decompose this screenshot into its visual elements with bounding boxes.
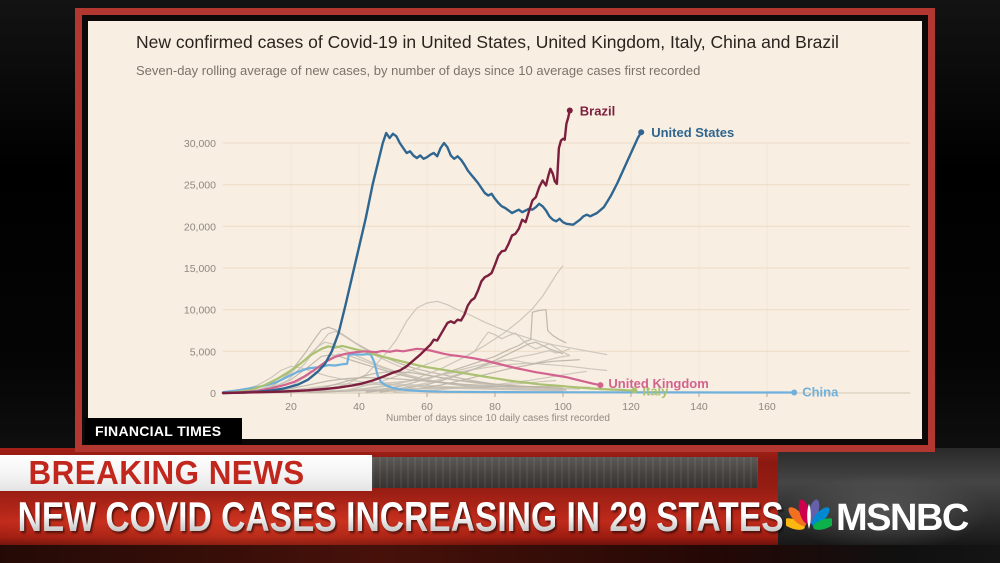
svg-text:10,000: 10,000: [184, 305, 216, 317]
svg-text:Number of days since 10 daily: Number of days since 10 daily cases firs…: [386, 413, 610, 424]
svg-text:25,000: 25,000: [184, 180, 216, 192]
chart-svg: 0 5,000 10,000 15,000 20,000 25,000 30,000 20 40…: [184, 104, 910, 424]
chart-card: New confirmed cases of Covid-19 in Unite…: [75, 8, 935, 452]
msnbc-wordmark: MSNBC: [836, 496, 969, 539]
bottom-strip: [0, 545, 1000, 563]
svg-text:140: 140: [690, 401, 708, 413]
svg-text:0: 0: [210, 388, 216, 400]
svg-text:20,000: 20,000: [184, 221, 216, 233]
svg-text:40: 40: [353, 401, 365, 413]
breaking-news-label: BREAKING NEWS: [28, 454, 305, 491]
breaking-news-band: BREAKING NEWS: [0, 454, 372, 491]
ft-source-badge: FINANCIAL TIMES: [85, 418, 242, 444]
logo-glow: [770, 455, 1000, 550]
chart-card-inner-border: New confirmed cases of Covid-19 in Unite…: [82, 15, 928, 445]
peacock-feathers: [782, 498, 836, 530]
svg-text:100: 100: [554, 401, 572, 413]
svg-text:15,000: 15,000: [184, 263, 216, 275]
svg-text:5,000: 5,000: [190, 346, 216, 358]
svg-text:60: 60: [421, 401, 433, 413]
headline-row: NEW COVID CASES INCREASING IN 29 STATES: [0, 489, 784, 545]
svg-text:160: 160: [758, 401, 776, 413]
msnbc-logo: MSNBC: [782, 494, 996, 542]
chart-title: New confirmed cases of Covid-19 in Unite…: [136, 32, 839, 52]
svg-text:120: 120: [622, 401, 640, 413]
svg-text:80: 80: [489, 401, 501, 413]
peacock-icon: [782, 498, 836, 539]
series-label-china: China: [802, 385, 839, 400]
chart-area: New confirmed cases of Covid-19 in Unite…: [88, 21, 922, 439]
series-label-brazil: Brazil: [580, 104, 615, 119]
svg-text:30,000: 30,000: [184, 138, 216, 150]
series-label-united-states: United States: [651, 125, 734, 140]
series-label-united-kingdom: United Kingdom: [608, 376, 708, 391]
chart-subtitle: Seven-day rolling average of new cases, …: [136, 63, 701, 78]
headline-text: NEW COVID CASES INCREASING IN 29 STATES: [0, 493, 784, 541]
gray-texture-band: [372, 457, 758, 488]
svg-text:20: 20: [285, 401, 297, 413]
series-label-italy: Italy: [642, 384, 669, 399]
